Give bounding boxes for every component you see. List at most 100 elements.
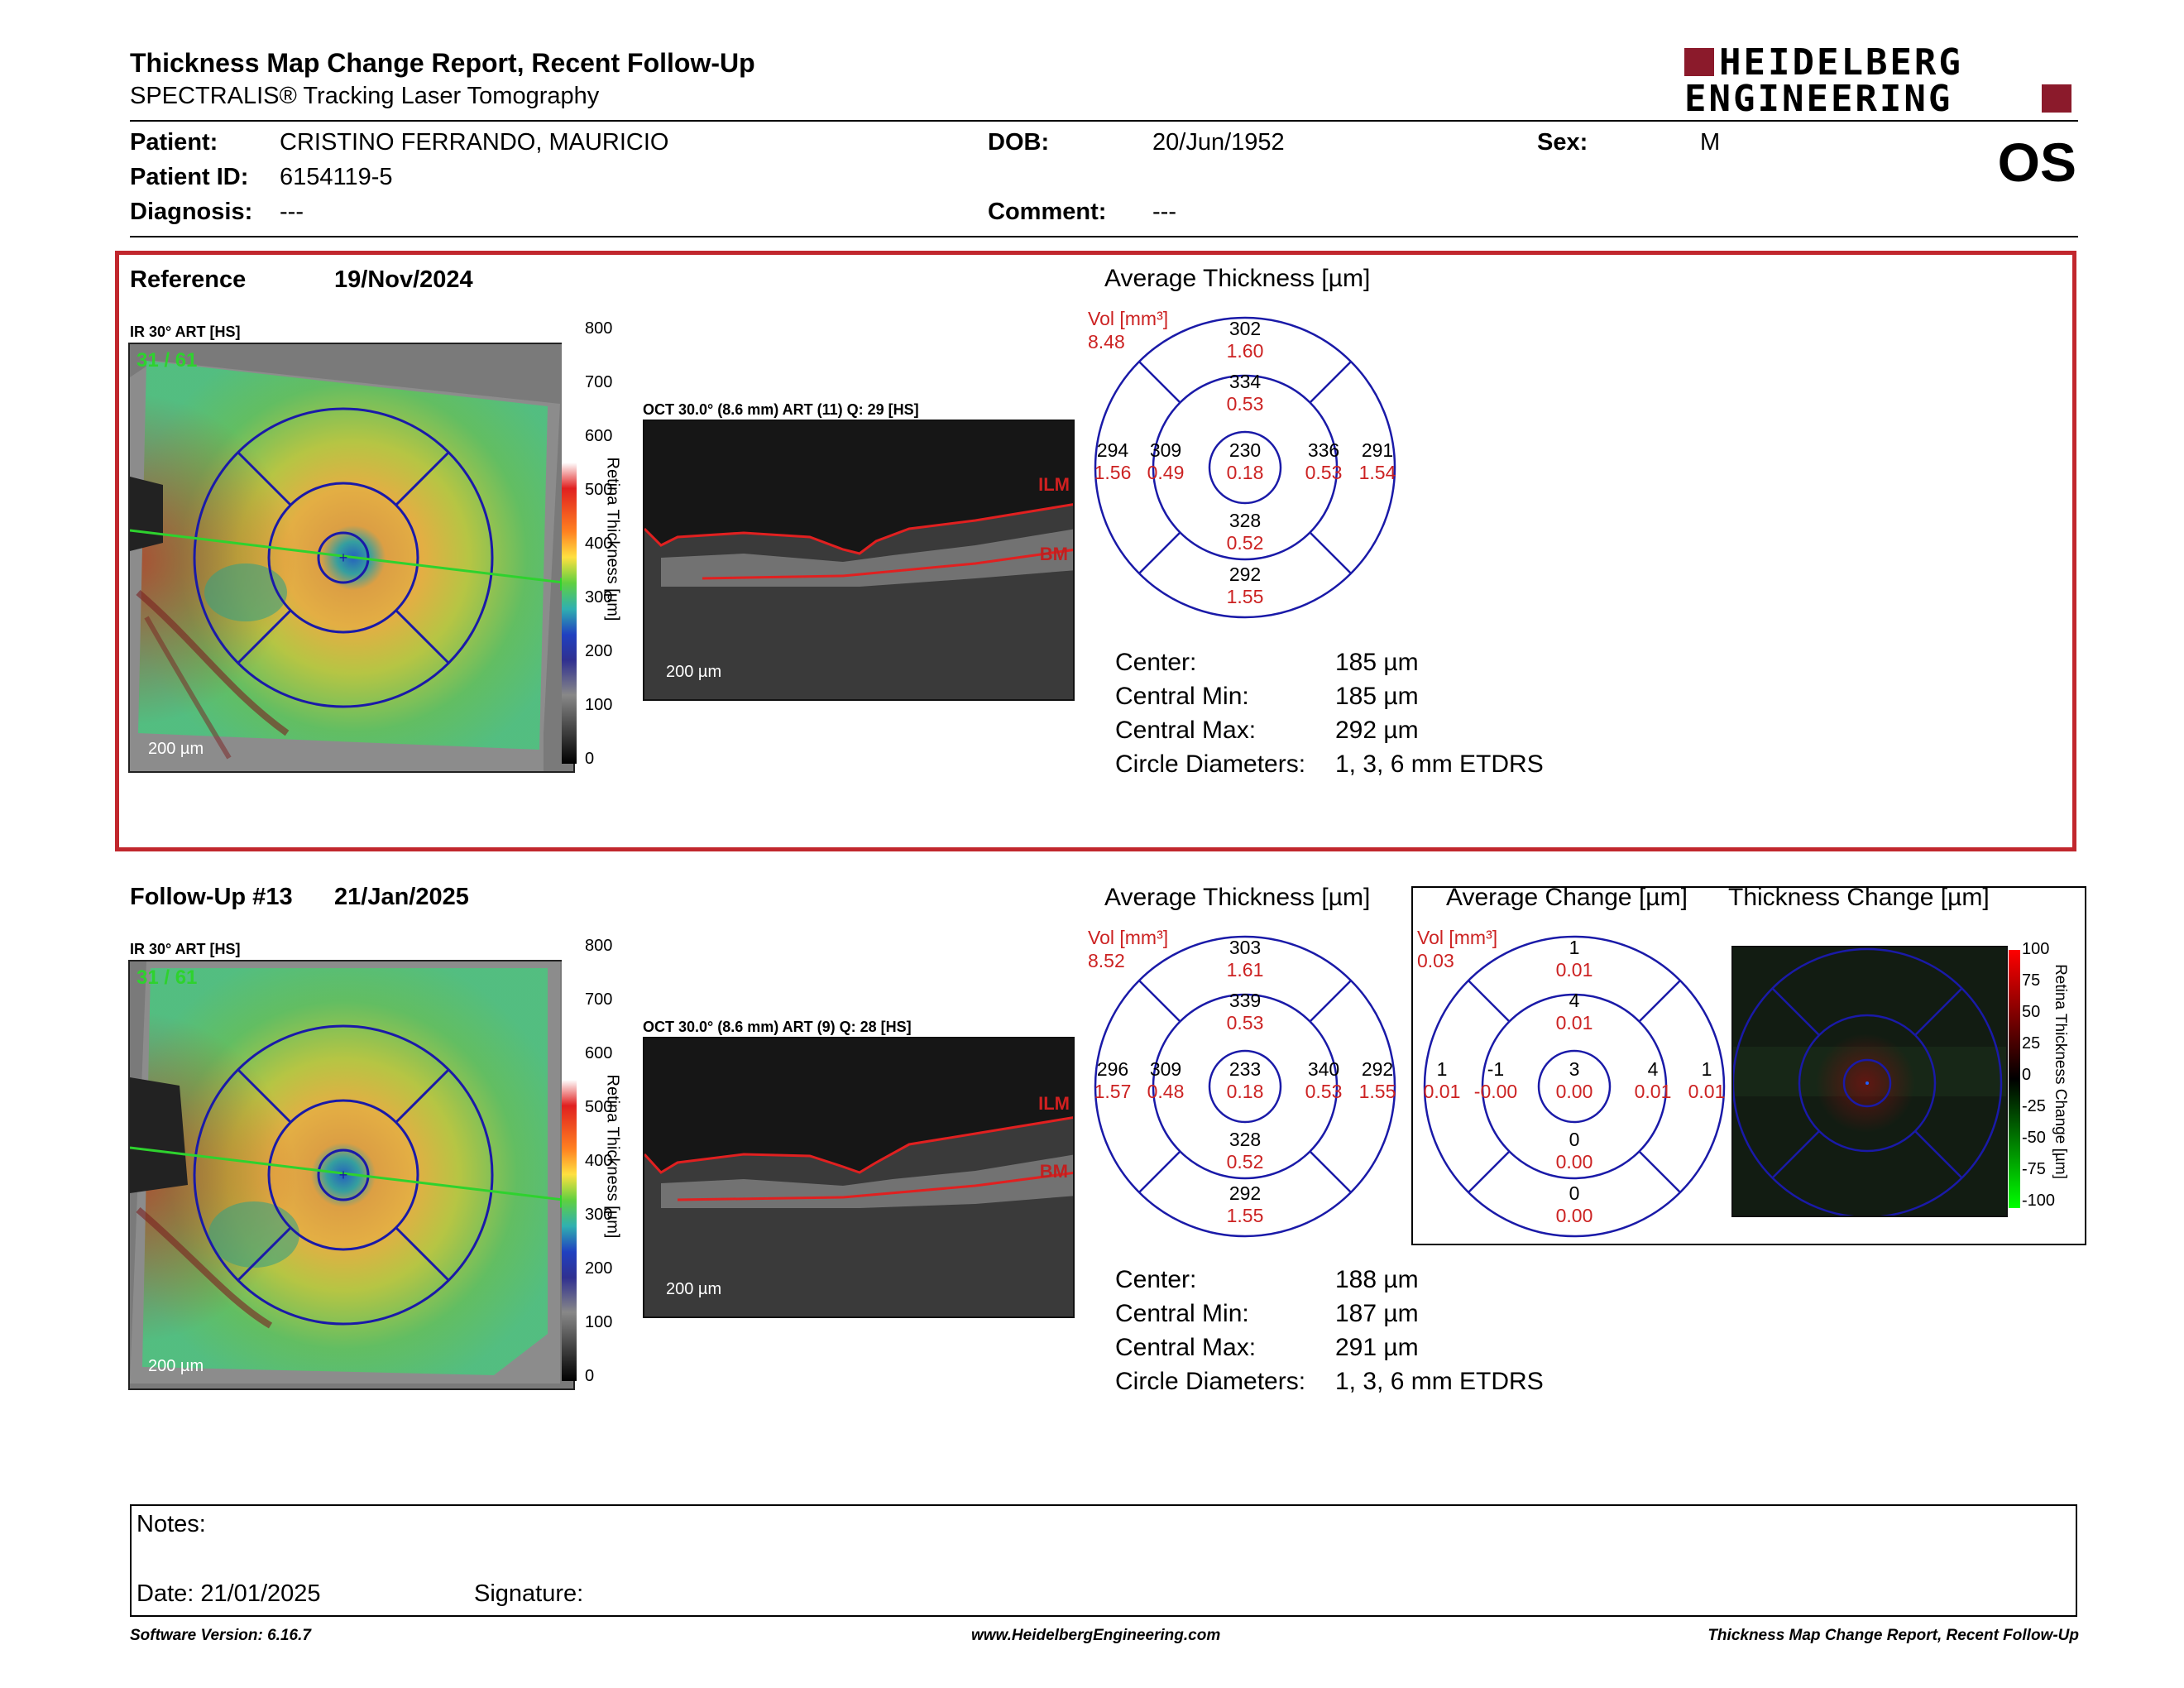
- patient-name: CRISTINO FERRANDO, MAURICIO: [280, 129, 669, 156]
- cbar-tick: 300: [585, 588, 613, 607]
- change-vol-value: 0.03: [1417, 950, 1454, 971]
- comment-value: ---: [1152, 199, 1176, 225]
- cbar-tick: 200: [585, 642, 613, 660]
- header-rule: [130, 120, 2078, 122]
- patient-rule: [130, 236, 2078, 237]
- diagnosis-label: Diagnosis:: [130, 199, 253, 225]
- reference-avg-title: Average Thickness [µm]: [1104, 265, 1371, 292]
- followup-fundus-image[interactable]: + 31 / 61 200 µm: [128, 960, 575, 1390]
- reference-title: Reference: [130, 266, 247, 293]
- cbar-tick: 0: [585, 750, 595, 768]
- fu-inner-nas: 340 0.53: [1305, 1058, 1343, 1102]
- reference-oct-image[interactable]: ILM BM 200 µm: [643, 420, 1075, 701]
- thickness-change-title: Thickness Change [µm]: [1728, 884, 1990, 911]
- fu-outer-sup: 303 1.61: [1226, 937, 1264, 981]
- reference-date: 19/Nov/2024: [334, 266, 473, 293]
- reference-fundus-scale: 200 µm: [148, 740, 204, 758]
- reference-etdrs-grid: [1092, 314, 1398, 621]
- fu-inner-inf: 328 0.52: [1226, 1129, 1264, 1172]
- chg-outer-sup: 1 0.01: [1555, 937, 1593, 981]
- heidelberg-logo: HEIDELBERG ENGINEERING: [1684, 41, 2071, 120]
- ref-inner-inf: 328 0.52: [1226, 510, 1264, 554]
- followup-colorbar-gradient: [562, 951, 577, 1381]
- fu-outer-temp: 296 1.57: [1094, 1058, 1132, 1102]
- reference-vol-label: Vol [mm³]: [1088, 308, 1169, 329]
- sex-value: M: [1700, 129, 1721, 156]
- followup-oct-label: OCT 30.0° (8.6 mm) ART (9) Q: 28 [HS]: [643, 1019, 912, 1035]
- reference-ir-label: IR 30° ART [HS]: [130, 324, 241, 340]
- patient-id: 6154119-5: [280, 164, 393, 190]
- reference-ir-counter: 31 / 61: [136, 349, 198, 372]
- change-tick: -25: [2022, 1097, 2046, 1115]
- followup-etdrs-grid: [1092, 933, 1398, 1240]
- followup-oct-image[interactable]: ILM BM 200 µm: [643, 1037, 1075, 1318]
- footer-url[interactable]: www.HeidelbergEngineering.com: [971, 1627, 1221, 1644]
- chg-inner-sup: 4 0.01: [1555, 990, 1593, 1033]
- reference-vol-value: 8.48: [1088, 331, 1125, 352]
- stat-label: Circle Diameters:: [1115, 750, 1306, 778]
- ref-inner-nas: 336 0.53: [1305, 439, 1343, 483]
- logo-line2: ENGINEERING: [1684, 78, 1953, 120]
- reference-fundus-image[interactable]: + 31 / 61 200 µm: [128, 343, 575, 773]
- stat-value: 292 µm: [1335, 717, 1419, 744]
- patient-id-label: Patient ID:: [130, 164, 249, 190]
- stat-value: 185 µm: [1335, 683, 1419, 710]
- chg-inner-inf: 0 0.00: [1555, 1129, 1593, 1172]
- cbar-tick: 0: [585, 1367, 595, 1385]
- ref-inner-sup: 334 0.53: [1226, 371, 1264, 415]
- followup-vol-value: 8.52: [1088, 950, 1125, 971]
- change-colorbar: [2009, 950, 2020, 1208]
- change-tick: 25: [2022, 1034, 2041, 1053]
- followup-colorbar-ticks: 800 700 600 500 400 300 200 100 0: [585, 937, 618, 1385]
- footer-version: Software Version: 6.16.7: [130, 1627, 311, 1644]
- cbar-tick: 200: [585, 1259, 613, 1278]
- ref-outer-temp: 294 1.56: [1094, 439, 1132, 483]
- cbar-tick: 400: [585, 535, 613, 553]
- followup-date: 21/Jan/2025: [334, 884, 469, 910]
- followup-etdrs-values: 303 1.61 339 0.53 296 1.57 309 0.48 233 0.18 …: [1092, 933, 1398, 1240]
- change-tick: 75: [2022, 971, 2041, 990]
- reference-oct-label: OCT 30.0° (8.6 mm) ART (11) Q: 29 [HS]: [643, 401, 919, 418]
- followup-title: Follow-Up #13: [130, 884, 293, 910]
- chg-inner-nas: 4 0.01: [1634, 1058, 1672, 1102]
- logo-square-bottom: [2042, 84, 2071, 113]
- followup-vol-label: Vol [mm³]: [1088, 927, 1169, 948]
- avg-change-title: Average Change [µm]: [1446, 884, 1688, 911]
- reference-ilm-label: ILM: [1038, 474, 1070, 495]
- change-box: [1411, 886, 2086, 1245]
- comment-label: Comment:: [988, 199, 1107, 225]
- change-tick: 0: [2022, 1066, 2032, 1084]
- notes-signature: Signature:: [474, 1580, 584, 1607]
- followup-bm-label: BM: [1039, 1161, 1068, 1182]
- stat-value: 185 µm: [1335, 649, 1419, 676]
- cbar-tick: 700: [585, 373, 613, 391]
- cbar-tick: 700: [585, 990, 613, 1009]
- fu-outer-nas: 292 1.55: [1358, 1058, 1396, 1102]
- thickness-change-map[interactable]: [1731, 946, 2008, 1217]
- fu-center: 233 0.18: [1226, 1058, 1264, 1102]
- chg-center: 3 0.00: [1555, 1058, 1593, 1102]
- followup-avg-title: Average Thickness [µm]: [1104, 884, 1371, 911]
- reference-colorbar-ticks: 800 700 600 500 400 300 200 100 0: [585, 319, 618, 768]
- change-colorbar-ticks: 100 75 50 25 0 -25 -50 -75 -100: [2022, 940, 2055, 1218]
- reference-box: [115, 251, 2076, 851]
- change-etdrs-grid: [1421, 933, 1727, 1240]
- logo-square-top: [1684, 48, 1714, 76]
- notes-box[interactable]: Notes: Date: 21/01/2025 Signature:: [130, 1504, 2077, 1617]
- reference-colorbar-label: Retina Thickness [µm]: [603, 457, 622, 621]
- chg-outer-inf: 0 0.00: [1555, 1182, 1593, 1226]
- followup-colorbar: [562, 948, 578, 1383]
- cbar-tick: 500: [585, 481, 613, 499]
- cbar-tick: 800: [585, 937, 613, 955]
- report-title: Thickness Map Change Report, Recent Foll…: [130, 48, 755, 78]
- report-subtitle: SPECTRALIS® Tracking Laser Tomography: [130, 83, 600, 109]
- fu-outer-inf: 292 1.55: [1226, 1182, 1264, 1226]
- stat-label: Center:: [1115, 649, 1197, 676]
- followup-ilm-label: ILM: [1038, 1093, 1070, 1114]
- stat-value: 187 µm: [1335, 1300, 1419, 1327]
- reference-stats: Center: 185 µm Central Min: 185 µm Centr…: [1115, 649, 1612, 789]
- reference-colorbar-gradient: [562, 333, 577, 764]
- fu-inner-sup: 339 0.53: [1226, 990, 1264, 1033]
- change-tick: -50: [2022, 1129, 2046, 1147]
- stat-value: 291 µm: [1335, 1334, 1419, 1361]
